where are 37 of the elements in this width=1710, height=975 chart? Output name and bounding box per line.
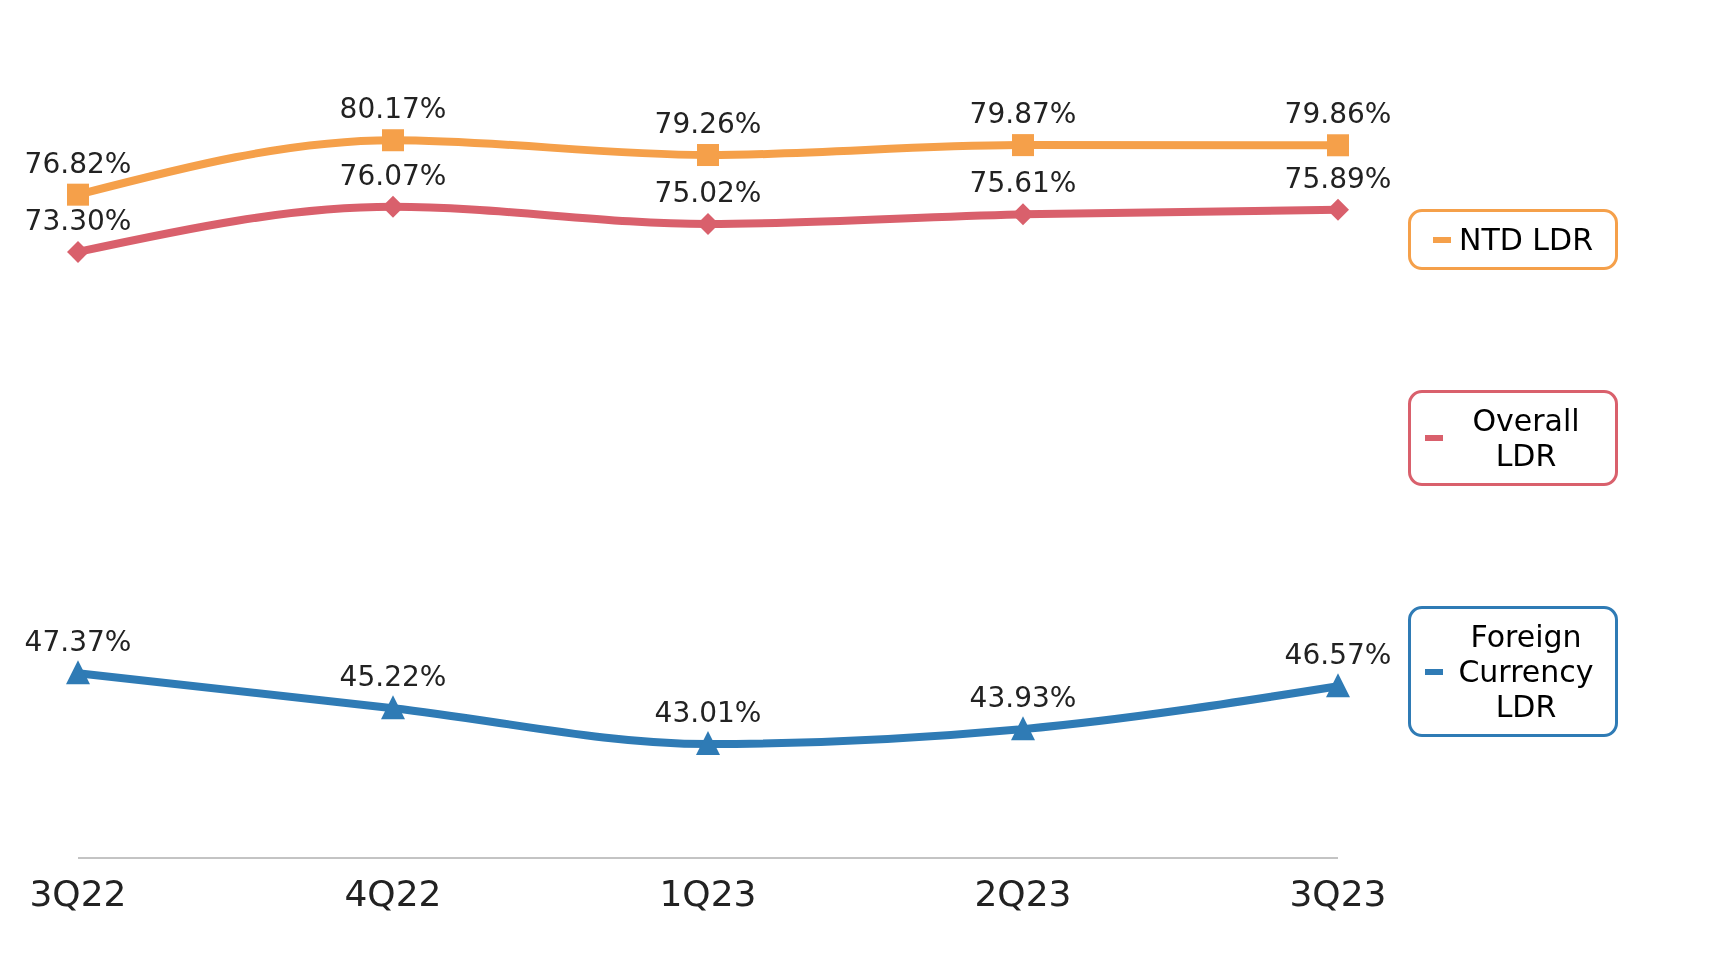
- point: [66, 660, 90, 685]
- data-label: 43.93%: [969, 681, 1077, 715]
- data-label: 79.86%: [1284, 97, 1392, 131]
- point: [67, 240, 89, 263]
- point: [382, 195, 404, 218]
- data-label: 45.22%: [339, 660, 447, 694]
- point: [67, 183, 89, 206]
- data-label: 75.61%: [969, 166, 1077, 200]
- data-label: 80.17%: [339, 92, 447, 126]
- data-label: 75.89%: [1284, 161, 1392, 195]
- point: [382, 129, 404, 152]
- data-label: 43.01%: [654, 696, 762, 730]
- data-label: 47.37%: [24, 625, 132, 659]
- point: [1012, 203, 1034, 226]
- point: [1327, 134, 1349, 157]
- data-label: 76.82%: [24, 146, 132, 180]
- data-label: 75.02%: [654, 175, 762, 209]
- x-tick-label: 1Q23: [659, 872, 757, 914]
- data-label: 79.87%: [969, 97, 1077, 131]
- data-label: 46.57%: [1284, 638, 1392, 672]
- point: [696, 731, 720, 756]
- point: [381, 695, 405, 720]
- legend-label: Foreign Currency LDR: [1457, 619, 1595, 724]
- x-tick-label: 3Q22: [29, 872, 127, 914]
- x-tick-label: 4Q22: [344, 872, 442, 914]
- data-label: 79.26%: [654, 107, 762, 141]
- point: [697, 144, 719, 167]
- x-tick-label: 3Q23: [1289, 872, 1387, 914]
- point: [1327, 198, 1349, 221]
- point: [1326, 673, 1350, 698]
- x-tick-label: 2Q23: [974, 872, 1072, 914]
- legend-label: NTD LDR: [1458, 222, 1594, 257]
- data-label: 73.30%: [24, 203, 132, 237]
- point: [1012, 134, 1034, 157]
- point: [1011, 716, 1035, 741]
- data-label: 76.07%: [339, 158, 447, 192]
- legend-label: Overall LDR: [1471, 403, 1581, 473]
